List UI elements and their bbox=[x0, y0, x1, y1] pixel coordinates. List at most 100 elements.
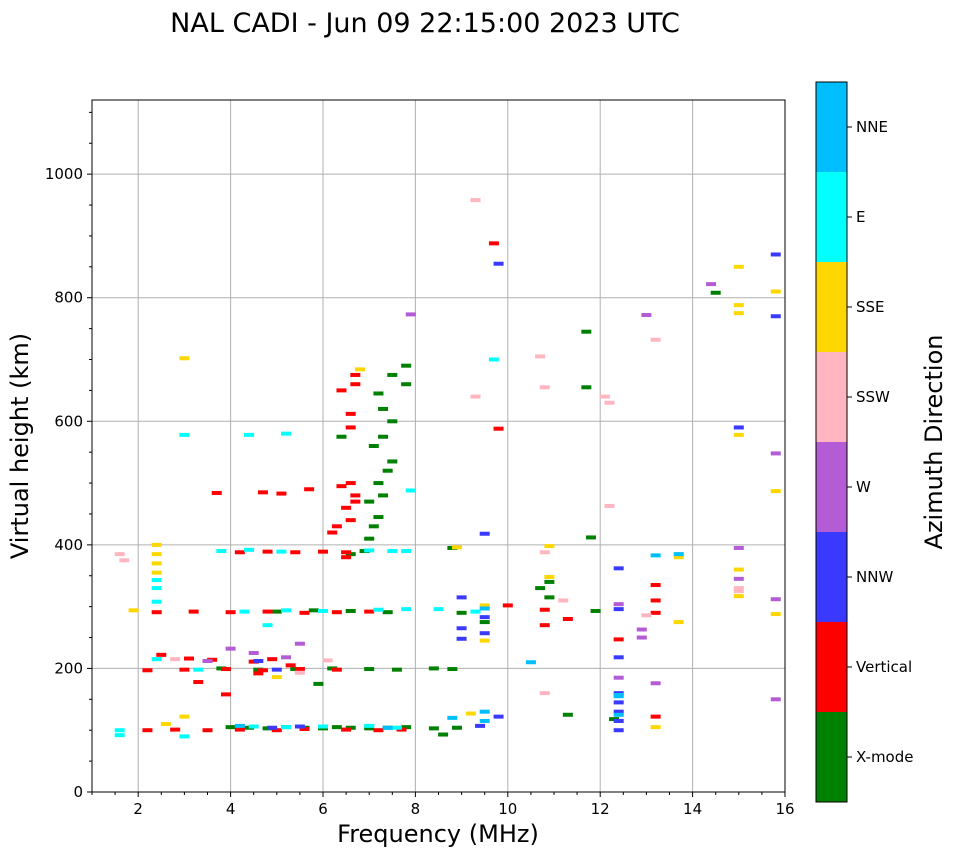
data-point-w bbox=[281, 655, 292, 660]
data-point-x-mode bbox=[401, 382, 412, 387]
data-point-x-mode bbox=[313, 681, 324, 686]
y-axis-ticks: 0 200 400 600 800 1000 bbox=[45, 111, 92, 801]
data-point-x-mode bbox=[368, 444, 379, 448]
data-point-vertical bbox=[184, 656, 195, 661]
data-point-e bbox=[281, 608, 292, 613]
data-point-vertical bbox=[345, 481, 356, 486]
data-point-x-mode bbox=[373, 391, 384, 396]
data-point-nnw bbox=[479, 631, 490, 636]
x-tick-label: 10 bbox=[498, 800, 517, 818]
data-point-x-mode bbox=[345, 608, 356, 613]
colorbar-segment bbox=[816, 532, 847, 622]
data-point-w bbox=[770, 597, 781, 602]
data-point-vertical bbox=[336, 388, 347, 393]
data-point-sse bbox=[770, 612, 781, 617]
data-point-sse bbox=[733, 264, 744, 269]
data-point-nnw bbox=[493, 714, 504, 719]
data-point-vertical bbox=[142, 728, 153, 733]
data-point-w bbox=[613, 675, 624, 680]
data-point-x-mode bbox=[387, 372, 398, 377]
plot-area: 2 4 6 8 10 12 14 16 0 200 400 600 800 1000 bbox=[45, 99, 795, 818]
data-point-x-mode bbox=[364, 536, 375, 541]
data-point-vertical bbox=[341, 555, 352, 560]
colorbar-tick-label: NNE bbox=[856, 118, 888, 136]
data-point-nne bbox=[613, 694, 624, 699]
data-point-ssw bbox=[733, 589, 744, 594]
data-point-vertical bbox=[267, 657, 278, 662]
data-point-vertical bbox=[234, 727, 245, 732]
y-tick-label: 800 bbox=[54, 289, 83, 307]
data-point-vertical bbox=[350, 372, 361, 377]
colorbar-segment bbox=[816, 262, 847, 352]
x-tick-label: 6 bbox=[318, 800, 328, 818]
data-point-w bbox=[770, 697, 781, 702]
colorbar-tick-label: E bbox=[856, 208, 865, 226]
data-point-nnw bbox=[613, 655, 624, 660]
data-point-vertical bbox=[350, 499, 361, 504]
data-point-nne bbox=[525, 660, 536, 665]
data-point-w bbox=[650, 681, 661, 686]
data-point-x-mode bbox=[331, 725, 342, 730]
colorbar-segment bbox=[816, 622, 847, 712]
data-point-sse bbox=[151, 561, 162, 566]
data-point-vertical bbox=[262, 549, 273, 554]
data-point-vertical bbox=[253, 671, 264, 676]
data-point-e bbox=[470, 609, 481, 614]
data-point-x-mode bbox=[585, 535, 596, 540]
data-point-e bbox=[276, 549, 287, 554]
data-point-x-mode bbox=[378, 434, 389, 439]
data-point-vertical bbox=[539, 623, 550, 628]
plot-background bbox=[92, 100, 785, 792]
data-point-sse bbox=[465, 711, 476, 716]
colorbar-tick-label: W bbox=[856, 478, 871, 496]
data-point-e bbox=[387, 549, 398, 554]
data-point-vertical bbox=[493, 426, 504, 431]
data-point-sse bbox=[151, 570, 162, 575]
data-point-nne bbox=[673, 552, 684, 557]
data-point-sse bbox=[733, 594, 744, 599]
data-point-vertical bbox=[341, 505, 352, 510]
data-point-x-mode bbox=[590, 608, 601, 613]
data-point-nnw bbox=[475, 723, 486, 728]
data-point-e bbox=[318, 724, 328, 729]
data-point-vertical bbox=[327, 530, 338, 535]
data-point-vertical bbox=[364, 609, 375, 614]
data-point-e bbox=[488, 357, 499, 362]
data-point-e bbox=[239, 609, 250, 614]
data-point-vertical bbox=[650, 610, 661, 615]
data-point-w bbox=[733, 545, 744, 550]
data-point-nnw bbox=[613, 700, 624, 705]
data-point-ssw bbox=[294, 670, 305, 675]
data-point-ssw bbox=[470, 394, 481, 399]
data-point-x-mode bbox=[562, 712, 573, 717]
data-point-sse bbox=[451, 545, 462, 550]
data-point-nnw bbox=[479, 615, 490, 620]
grid-lines bbox=[92, 100, 786, 793]
data-point-nne bbox=[650, 553, 661, 558]
data-point-x-mode bbox=[451, 725, 462, 730]
colorbar-label: Azimuth Direction bbox=[920, 335, 948, 550]
data-point-vertical bbox=[276, 491, 287, 496]
data-point-x-mode bbox=[364, 667, 375, 672]
data-point-vertical bbox=[257, 490, 268, 495]
data-point-nnw bbox=[267, 725, 278, 730]
colorbar-tick-label: X-mode bbox=[856, 748, 913, 766]
colorbar-segment bbox=[816, 82, 847, 172]
data-point-x-mode bbox=[378, 493, 389, 498]
data-point-x-mode bbox=[271, 609, 282, 614]
data-point-sse bbox=[179, 714, 190, 719]
data-point-e bbox=[401, 549, 412, 554]
y-tick-label: 600 bbox=[54, 412, 83, 430]
data-point-vertical bbox=[220, 667, 231, 672]
colorbar-tick-label: Vertical bbox=[856, 658, 912, 676]
data-point-vertical bbox=[188, 609, 199, 614]
colorbar-segment bbox=[816, 172, 847, 262]
data-point-nnw bbox=[613, 566, 624, 571]
data-point-nnw bbox=[271, 667, 282, 672]
data-point-vertical bbox=[331, 610, 342, 615]
data-point-sse bbox=[770, 289, 781, 294]
y-tick-label: 400 bbox=[54, 536, 83, 554]
data-point-vertical bbox=[234, 550, 245, 555]
colorbar-frame bbox=[815, 81, 848, 803]
data-point-ssw bbox=[558, 598, 569, 603]
